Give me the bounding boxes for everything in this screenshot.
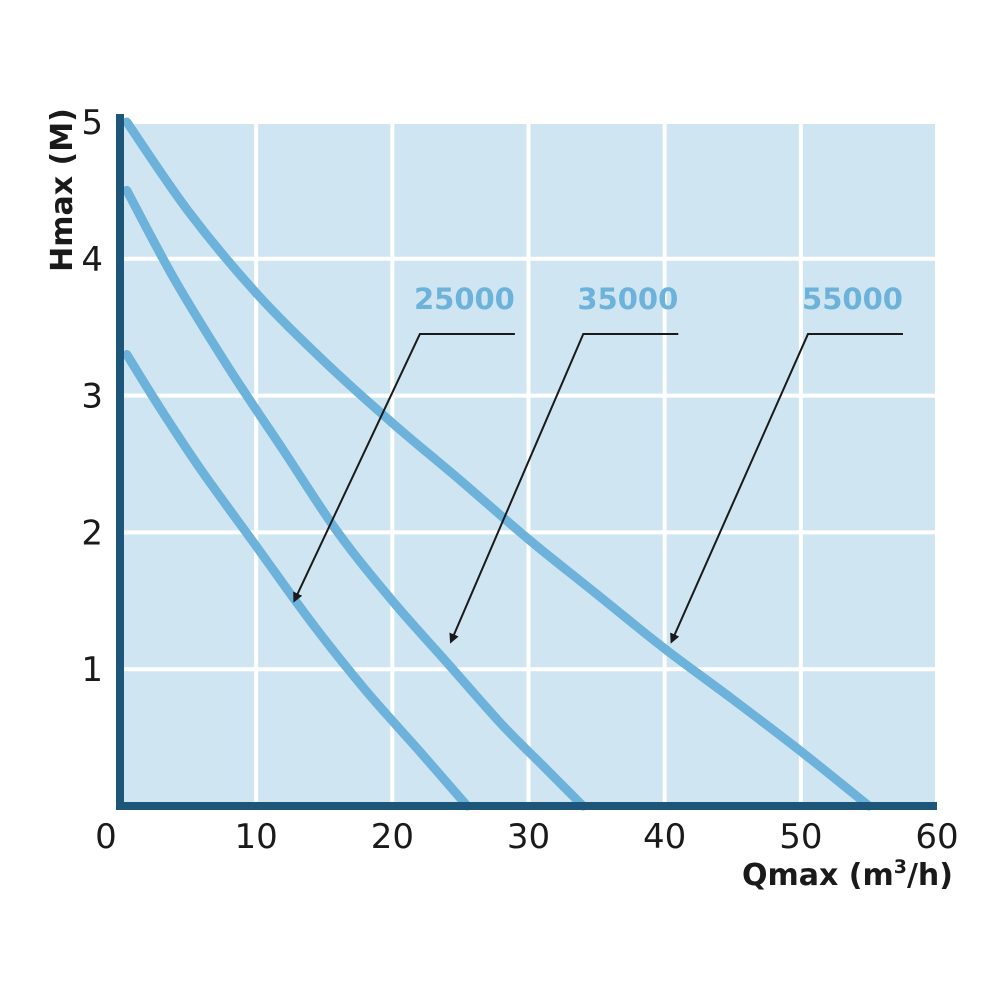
series-annotations: 25000 35000 55000: [293, 282, 903, 644]
series-label-35000: 35000: [577, 282, 678, 316]
series-line-25000: [122, 350, 472, 811]
series-label-55000: 55000: [802, 282, 903, 316]
x-axis-title: Qmax (m3/h): [742, 856, 953, 893]
x-tick-label: 10: [235, 817, 278, 857]
x-tick-label: 40: [643, 817, 686, 857]
x-tick-label: 60: [915, 817, 958, 857]
series-line-35000: [122, 185, 588, 811]
y-tick-label: 3: [81, 377, 103, 417]
y-tick-label: 4: [81, 240, 103, 280]
series-pointer-25000: [293, 333, 515, 603]
axes: [116, 114, 937, 810]
series-curves: [122, 117, 874, 811]
series-pointer-55000: [670, 333, 903, 644]
series-label-25000: 25000: [414, 282, 515, 316]
grid-lines: [120, 120, 939, 806]
x-tick-labels: 0 10 20 30 40 50 60: [95, 817, 958, 857]
series-line-55000: [122, 117, 874, 811]
y-tick-label: 5: [81, 103, 103, 143]
x-tick-label: 0: [95, 817, 117, 857]
x-axis-title-superscript: 3: [894, 856, 907, 878]
y-tick-label: 2: [81, 513, 103, 553]
x-axis-title-main: Qmax (m: [742, 858, 894, 893]
x-tick-label: 50: [779, 817, 822, 857]
y-tick-labels: 1 2 3 4 5: [81, 103, 103, 690]
series-pointer-35000: [449, 333, 679, 644]
y-tick-label: 1: [81, 650, 103, 690]
x-tick-label: 30: [507, 817, 550, 857]
x-axis-title-suffix: /h): [907, 858, 953, 893]
x-tick-label: 20: [371, 817, 414, 857]
y-axis-title: Hmax (M): [45, 108, 80, 272]
